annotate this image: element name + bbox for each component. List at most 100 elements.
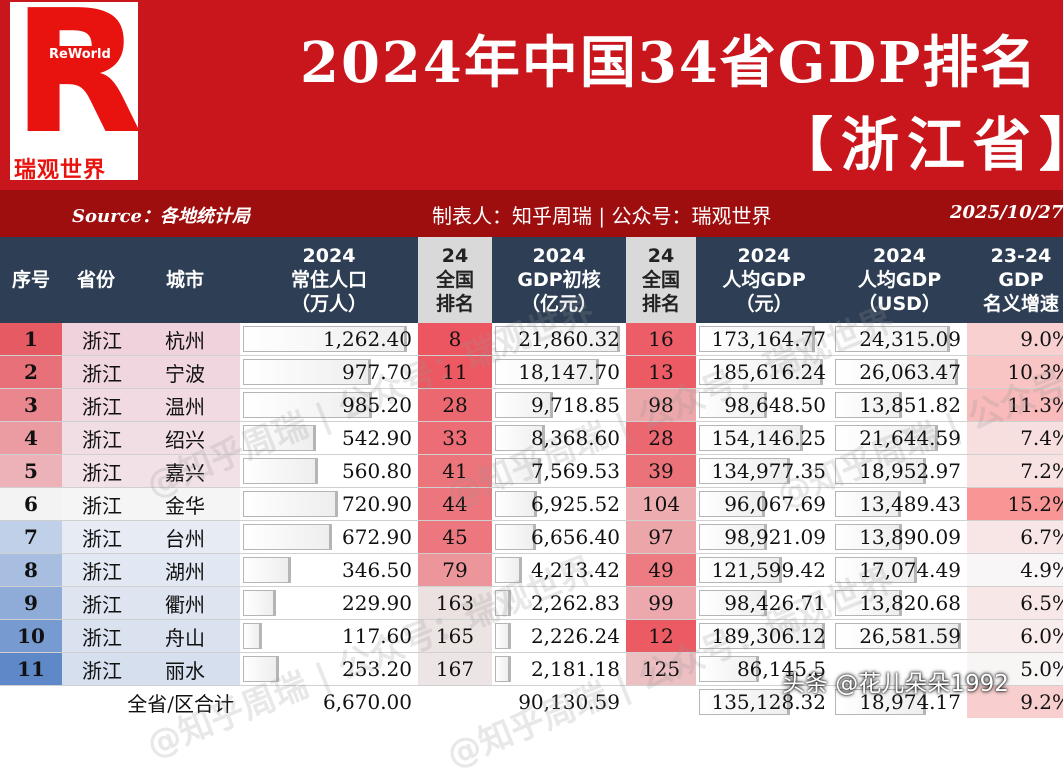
- row-gdp-rank: 12: [626, 619, 696, 653]
- row-pc-usd-value: 26,063.47: [859, 360, 961, 384]
- row-pop-value: 720.90: [342, 492, 412, 516]
- row-pc-cny-value: 154,146.25: [711, 426, 826, 450]
- header-gdp: 2024 GDP初核 （亿元）: [492, 237, 626, 323]
- logo-name: 瑞观世界: [14, 158, 107, 183]
- row-pop-rank: 44: [418, 487, 492, 521]
- row-pc-usd: 26,581.59: [832, 619, 967, 653]
- header-pop-rank: 24 全国 排名: [418, 237, 492, 323]
- row-gdp-value: 9,718.85: [530, 393, 620, 417]
- row-gdp-rank: 16: [626, 323, 696, 356]
- row-pc-usd: 13,851.82: [832, 388, 967, 422]
- credit-overlay: 头条 @花儿朵朵1992: [782, 671, 1009, 697]
- row-pop: 1,262.40: [240, 323, 418, 356]
- row-pc-cny-bar: [699, 557, 782, 583]
- header-city: 城市: [130, 237, 240, 323]
- row-city: 嘉兴: [130, 454, 240, 488]
- row-pop: 560.80: [240, 454, 418, 488]
- total-pc-cny: 135,128.32: [696, 686, 832, 719]
- row-gdp-bar: [495, 392, 553, 418]
- row-seq: 4: [0, 421, 62, 455]
- row-pc-usd-value: 21,644.59: [859, 426, 961, 450]
- logo-r-glyph: R: [12, 0, 143, 172]
- row-gdp-rank: 98: [626, 388, 696, 422]
- row-pop: 542.90: [240, 421, 418, 455]
- header-pop: 2024 常住人口 （万人）: [240, 237, 418, 323]
- row-gdp-bar: [495, 557, 523, 583]
- row-seq: 2: [0, 355, 62, 389]
- header-province: 省份: [62, 237, 130, 323]
- row-seq: 7: [0, 520, 62, 554]
- table-row: 3 浙江 温州 985.20 28 9,718.85 98 98,648.50 13,851.8…: [0, 388, 1063, 422]
- row-pop-bar: [243, 590, 277, 616]
- row-pop-value: 985.20: [342, 393, 412, 417]
- row-growth: 9.0%: [967, 323, 1063, 356]
- row-pop-rank: 79: [418, 553, 492, 587]
- total-pc-usd-value: 18,974.17: [859, 690, 961, 714]
- row-pc-usd-value: 18,952.97: [859, 459, 961, 483]
- total-pc-cny-value: 135,128.32: [711, 690, 826, 714]
- row-gdp-bar: [495, 491, 538, 517]
- total-gdp: 90,130.59: [518, 690, 620, 714]
- row-pc-cny: 189,306.12: [696, 619, 832, 653]
- row-pc-usd-bar: [835, 458, 926, 484]
- table-row: 9 浙江 衢州 229.90 163 2,262.83 99 98,426.71 13,820.…: [0, 586, 1063, 620]
- row-gdp-value: 7,569.53: [530, 459, 620, 483]
- row-pop: 346.50: [240, 553, 418, 587]
- row-pc-usd-bar: [835, 524, 903, 550]
- row-pop-rank: 163: [418, 586, 492, 620]
- row-pc-cny-bar: [699, 392, 767, 418]
- row-pc-usd-value: 13,851.82: [859, 393, 961, 417]
- row-pop: 253.20: [240, 652, 418, 686]
- page-subtitle: 【浙江省】: [775, 111, 1063, 179]
- source-bar: Source：各地统计局 制表人：知乎周瑞 | 公众号：瑞观世界 2025/10…: [0, 190, 1063, 237]
- row-pc-usd: 21,644.59: [832, 421, 967, 455]
- row-growth: 10.3%: [967, 355, 1063, 389]
- row-pc-cny: 134,977.35: [696, 454, 832, 488]
- row-province: 浙江: [62, 652, 130, 686]
- row-pop-value: 977.70: [342, 360, 412, 384]
- row-pop-rank: 41: [418, 454, 492, 488]
- row-city: 金华: [130, 487, 240, 521]
- row-pop-bar: [243, 656, 280, 682]
- row-gdp: 21,860.32: [492, 323, 626, 356]
- row-pc-cny-value: 86,145.5: [736, 657, 826, 681]
- row-pc-cny-value: 98,921.09: [724, 525, 826, 549]
- row-gdp: 2,226.24: [492, 619, 626, 653]
- row-pop-bar: [243, 392, 373, 418]
- row-growth: 6.5%: [967, 586, 1063, 620]
- row-pc-usd: 18,952.97: [832, 454, 967, 488]
- row-pop-bar: [243, 623, 262, 649]
- row-pop-bar: [243, 326, 408, 352]
- row-province: 浙江: [62, 388, 130, 422]
- row-seq: 9: [0, 586, 62, 620]
- row-city: 丽水: [130, 652, 240, 686]
- header-seq: 序号: [0, 237, 62, 323]
- row-pop-value: 1,262.40: [322, 327, 412, 351]
- row-gdp-rank: 125: [626, 652, 696, 686]
- row-seq: 8: [0, 553, 62, 587]
- row-pop: 720.90: [240, 487, 418, 521]
- row-gdp-bar: [495, 425, 546, 451]
- row-pc-cny: 173,164.77: [696, 323, 832, 356]
- row-city: 衢州: [130, 586, 240, 620]
- row-pc-cny-bar: [699, 425, 803, 451]
- table-row: 4 浙江 绍兴 542.90 33 8,368.60 28 154,146.25 21,644.…: [0, 421, 1063, 455]
- row-seq: 5: [0, 454, 62, 488]
- row-pc-usd: [832, 652, 967, 686]
- row-pc-cny: 121,599.42: [696, 553, 832, 587]
- row-province: 浙江: [62, 454, 130, 488]
- row-gdp-rank: 97: [626, 520, 696, 554]
- row-gdp: 18,147.70: [492, 355, 626, 389]
- row-gdp: 7,569.53: [492, 454, 626, 488]
- row-growth: 15.2%: [967, 487, 1063, 521]
- row-pop: 229.90: [240, 586, 418, 620]
- row-gdp-rank: 39: [626, 454, 696, 488]
- logo-tag: ReWorld: [46, 46, 114, 63]
- row-pc-cny-bar: [699, 524, 767, 550]
- row-pc-cny-value: 121,599.42: [711, 558, 826, 582]
- reworld-logo: R ReWorld 瑞观世界: [10, 0, 143, 183]
- row-pop-value: 229.90: [342, 591, 412, 615]
- row-pc-usd-value: 17,074.49: [859, 558, 961, 582]
- row-pop-rank: 167: [418, 652, 492, 686]
- header-gdp-rank: 24 全国 排名: [626, 237, 696, 323]
